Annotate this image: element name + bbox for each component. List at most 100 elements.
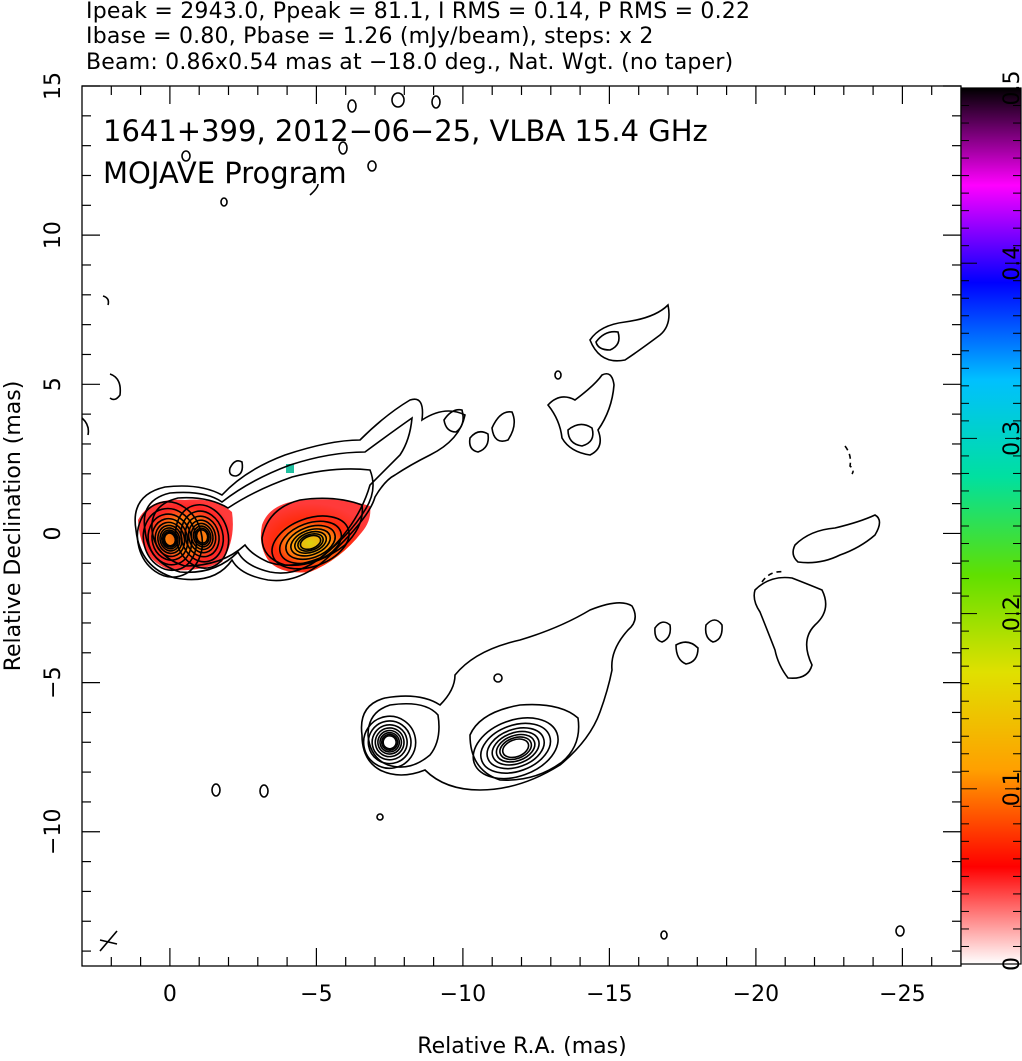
- contour-level: [190, 522, 214, 551]
- noise-10: [211, 783, 221, 797]
- lower-core-contours: [362, 715, 417, 770]
- contour-level: [495, 733, 536, 763]
- x-tick-label: 0: [163, 982, 177, 1007]
- noise-20: [309, 183, 319, 196]
- right-feature-b: [753, 576, 827, 680]
- colorbar-ticks: 0 0.1 0.2 0.3 0.4 0.5: [961, 71, 1022, 971]
- y-tick-label: 0: [41, 526, 66, 540]
- noise-18: [844, 445, 854, 475]
- contour-level: [187, 519, 217, 554]
- contour-level: [293, 530, 328, 555]
- contour-level: [195, 529, 209, 544]
- contour-level: [174, 504, 230, 569]
- contour-level: [271, 515, 350, 570]
- noise-3: [347, 99, 357, 113]
- contour-level: [159, 527, 181, 552]
- contour-level: [151, 517, 189, 561]
- noise-8: [554, 370, 562, 380]
- lower-knot-contours: [472, 717, 559, 780]
- blob-c-inner: [567, 423, 594, 447]
- contour-level: [285, 524, 336, 561]
- contour-level: [371, 723, 408, 761]
- knot-contours: [174, 504, 230, 569]
- header-line-2: Ibase = 0.80, Pbase = 1.26 (mJy/beam), s…: [86, 24, 654, 49]
- contour-level: [299, 534, 322, 551]
- y-tick-label: 5: [41, 377, 66, 391]
- blob-d: [589, 303, 670, 362]
- colorbar-tick-label: 0.3: [1000, 421, 1022, 456]
- colorbar-tick-label: 0.4: [1000, 246, 1022, 281]
- contour-level: [480, 722, 552, 774]
- lower-blob-a: [654, 621, 672, 643]
- noise-15: [109, 373, 122, 401]
- plot-title-line-2: MOJAVE Program: [103, 156, 347, 190]
- noise-16: [102, 295, 110, 306]
- noise-4: [338, 141, 348, 155]
- y-tick-label: 10: [41, 221, 66, 249]
- y-tick-label: −10: [41, 809, 66, 855]
- contour-level: [297, 532, 324, 552]
- polarization-speck: [286, 464, 294, 473]
- x-tick-label: −5: [300, 982, 332, 1007]
- right-feature-a: [792, 514, 881, 564]
- x-tick-label: −25: [879, 982, 925, 1007]
- jet-envelope-4: [261, 497, 364, 567]
- contour-level: [374, 727, 405, 758]
- contour-level: [377, 729, 403, 755]
- contour-level: [491, 730, 540, 766]
- blob-e: [443, 408, 464, 433]
- colorbar: [961, 88, 1021, 964]
- y-tick-label: −5: [41, 666, 66, 698]
- noise-5: [181, 150, 191, 162]
- header-line-1: Ipeak = 2943.0, Ppeak = 81.1, I RMS = 0.…: [86, 0, 751, 24]
- contour-level: [180, 510, 225, 563]
- lower-jet-envelope: [360, 602, 636, 791]
- noise-17: [82, 417, 90, 436]
- contour-level: [379, 731, 401, 753]
- jet-knot-contours: [271, 515, 350, 570]
- noise-6: [367, 160, 377, 172]
- jet-envelope-1: [134, 398, 466, 582]
- contour-level: [184, 515, 220, 558]
- y-ticks: −10 −5 0 5 10 15: [41, 72, 961, 952]
- contour-level: [136, 500, 204, 578]
- noise-7: [220, 197, 228, 207]
- contour-level: [161, 529, 179, 550]
- blob-b: [468, 430, 490, 453]
- contour-level: [163, 532, 177, 547]
- noise-14: [895, 925, 905, 937]
- lower-blob-b: [675, 641, 699, 665]
- beam-symbol-major: [99, 930, 118, 952]
- noise-9: [493, 673, 503, 683]
- contour-level: [472, 717, 559, 780]
- x-tick-label: −20: [733, 982, 779, 1007]
- blob-a: [491, 411, 516, 442]
- contour-level: [380, 733, 399, 751]
- contour-level: [194, 527, 210, 546]
- header-line-3: Beam: 0.86x0.54 mas at −18.0 deg., Nat. …: [86, 50, 734, 75]
- colorbar-tick-label: 0.1: [1000, 771, 1022, 806]
- lower-blob-c: [704, 619, 723, 643]
- beam-symbol-minor: [99, 939, 118, 945]
- colorbar-tick-label: 0: [1000, 957, 1022, 971]
- x-tick-label: −10: [440, 982, 486, 1007]
- contour-level: [501, 738, 530, 759]
- contour-level: [499, 736, 533, 761]
- colorbar-tick-label: 0.5: [1000, 71, 1022, 106]
- blob-c: [546, 372, 615, 456]
- contour-level: [367, 720, 412, 765]
- x-tick-label: −15: [586, 982, 632, 1007]
- y-tick-label: 15: [41, 72, 66, 100]
- noise-11: [259, 784, 269, 798]
- blob-f: [228, 460, 244, 477]
- noise-2: [431, 95, 441, 109]
- contour-level: [290, 528, 332, 557]
- contour-level: [278, 520, 343, 565]
- jet-envelope-2: [143, 416, 413, 574]
- contour-level: [382, 734, 397, 750]
- contour-level: [362, 715, 417, 770]
- blob-d-inner: [595, 330, 620, 351]
- colorbar-tick-label: 0.2: [1000, 596, 1022, 631]
- x-ticks: 0 −5 −10 −15 −20 −25: [110, 86, 933, 1007]
